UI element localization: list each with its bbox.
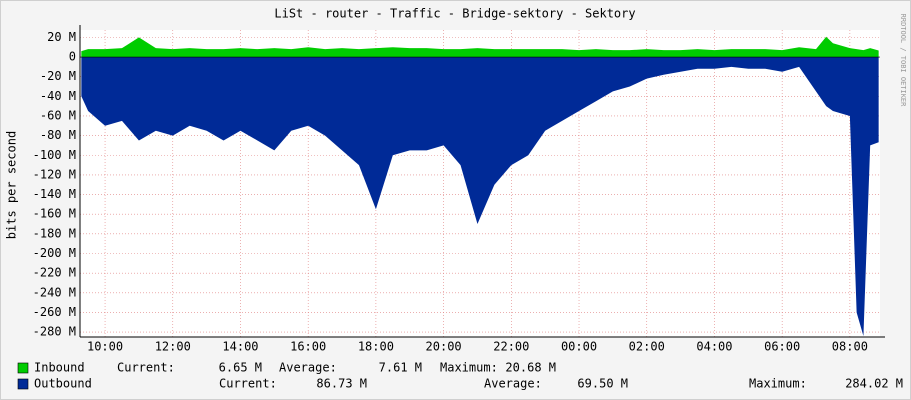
legend-stat-value: 20.68 M	[505, 361, 556, 375]
legend-label: Outbound	[34, 377, 92, 391]
y-tick-label: -200 M	[33, 246, 76, 260]
legend-stat-value: 7.61 M	[379, 361, 422, 375]
y-tick-label: -160 M	[33, 207, 76, 221]
x-tick-label: 22:00	[493, 340, 529, 354]
legend-stat-label: Maximum:	[749, 377, 807, 391]
x-tick-label: 20:00	[426, 340, 462, 354]
y-tick-label: -120 M	[33, 167, 76, 181]
y-tick-label: -260 M	[33, 305, 76, 319]
x-tick-label: 14:00	[222, 340, 258, 354]
legend-stat-label: Average:	[484, 377, 542, 391]
legend-stat-label: Maximum:	[440, 361, 498, 375]
y-tick-label: 0	[69, 50, 76, 64]
y-tick-label: -140 M	[33, 187, 76, 201]
y-tick-label: -100 M	[33, 148, 76, 162]
legend-stat-label: Current:	[117, 361, 175, 375]
area	[81, 36, 879, 58]
chart-title: LiSt - router - Traffic - Bridge-sektory…	[274, 7, 635, 21]
legend-stat-value: 284.02 M	[845, 377, 903, 391]
y-tick-label: -180 M	[33, 226, 76, 240]
x-tick-label: 02:00	[629, 340, 665, 354]
y-tick-label: -40 M	[40, 89, 76, 103]
legend-stat-label: Average:	[279, 361, 337, 375]
y-tick-label: -220 M	[33, 266, 76, 280]
legend-stat-label: Current:	[219, 377, 277, 391]
watermark: RRDTOOL / TOBI OETIKER	[899, 14, 907, 108]
x-tick-label: 08:00	[832, 340, 868, 354]
legend-stat-value: 6.65 M	[219, 361, 262, 375]
y-tick-label: 20 M	[47, 30, 76, 44]
y-tick-label: -60 M	[40, 108, 76, 122]
legend-label: Inbound	[34, 361, 85, 375]
y-tick-label: -20 M	[40, 69, 76, 83]
x-tick-label: 16:00	[290, 340, 326, 354]
area	[81, 57, 879, 337]
x-tick-label: 10:00	[87, 340, 123, 354]
y-axis-label: bits per second	[5, 131, 19, 239]
y-tick-label: -80 M	[40, 128, 76, 142]
legend-swatch	[17, 378, 29, 390]
x-tick-label: 06:00	[764, 340, 800, 354]
y-tick-label: -280 M	[33, 325, 76, 339]
x-tick-label: 00:00	[561, 340, 597, 354]
legend-stat-value: 86.73 M	[316, 377, 367, 391]
x-tick-label: 18:00	[358, 340, 394, 354]
legend-swatch	[17, 362, 29, 374]
legend-stat-value: 69.50 M	[577, 377, 628, 391]
x-tick-label: 12:00	[155, 340, 191, 354]
y-tick-label: -240 M	[33, 285, 76, 299]
x-tick-label: 04:00	[696, 340, 732, 354]
